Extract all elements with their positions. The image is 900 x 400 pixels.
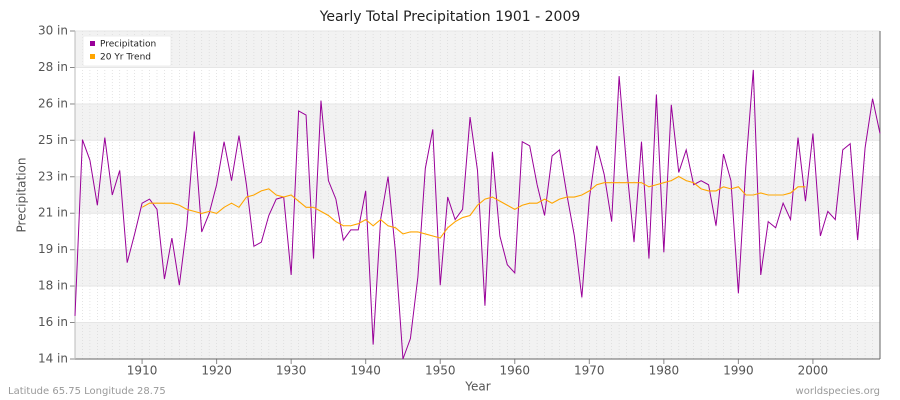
legend-label: 20 Yr Trend xyxy=(100,53,151,63)
legend-swatch xyxy=(90,54,95,59)
x-tick-label: 1920 xyxy=(201,364,232,378)
y-tick-label: 26 in xyxy=(38,96,68,110)
y-tick-label: 25 in xyxy=(38,133,68,147)
y-tick-label: 18 in xyxy=(38,279,68,293)
legend-label: Precipitation xyxy=(100,40,156,50)
y-tick-label: 23 in xyxy=(38,169,68,183)
x-tick-label: 1950 xyxy=(425,364,456,378)
x-tick-label: 1960 xyxy=(499,364,530,378)
x-tick-label: 1910 xyxy=(127,364,158,378)
y-tick-label: 14 in xyxy=(38,352,68,366)
x-tick-label: 1990 xyxy=(723,364,754,378)
y-tick-label: 21 in xyxy=(38,206,68,220)
grid-band xyxy=(75,176,880,214)
x-axis-label: Year xyxy=(464,380,490,394)
series-line xyxy=(141,175,806,239)
y-tick-label: 30 in xyxy=(38,24,68,38)
grid-band xyxy=(75,103,880,141)
y-axis-label: Precipitation xyxy=(15,157,29,232)
y-tick-label: 16 in xyxy=(38,315,68,329)
legend-swatch xyxy=(90,41,95,46)
location-note: Latitude 65.75 Longitude 28.75 xyxy=(8,386,166,397)
x-tick-label: 2000 xyxy=(798,364,829,378)
y-tick-label: 19 in xyxy=(38,242,68,256)
source-note: worldspecies.org xyxy=(796,386,880,397)
x-tick-label: 1940 xyxy=(350,364,381,378)
x-tick-label: 1980 xyxy=(649,364,680,378)
chart-title: Yearly Total Precipitation 1901 - 2009 xyxy=(319,9,581,25)
x-tick-label: 1930 xyxy=(276,364,307,378)
y-tick-label: 28 in xyxy=(38,60,68,74)
x-tick-label: 1970 xyxy=(574,364,605,378)
grid-band xyxy=(75,249,880,287)
legend-box xyxy=(82,35,172,67)
legend: Precipitation 20 Yr Trend xyxy=(82,35,172,67)
series-line xyxy=(74,69,881,360)
